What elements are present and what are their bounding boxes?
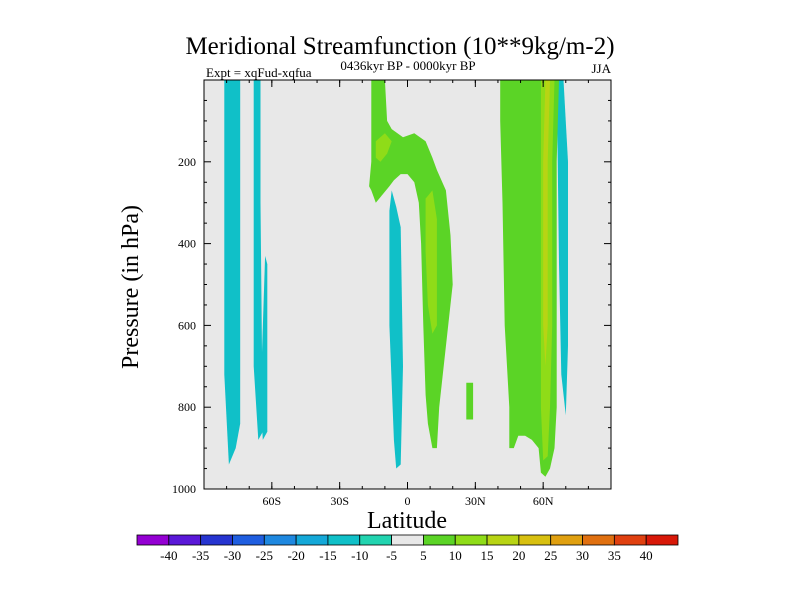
center-string: 0436kyr BP - 0000kyr BP xyxy=(340,58,475,73)
colorbar-label-15: 40 xyxy=(640,548,653,563)
colorbar-label-14: 35 xyxy=(608,548,621,563)
colorbar-label-13: 30 xyxy=(576,548,589,563)
colorbar-label-11: 20 xyxy=(512,548,525,563)
contour-region-7 xyxy=(466,382,474,420)
colorbar-label-5: -15 xyxy=(319,548,336,563)
colorbar-box-14 xyxy=(582,534,615,546)
chart-title: Meridional Streamfunction (10**9kg/m-2) xyxy=(185,33,614,60)
contour-region-8 xyxy=(556,80,568,416)
colorbar-label-12: 25 xyxy=(544,548,557,563)
colorbar-label-6: -10 xyxy=(351,548,368,563)
contour-region-5 xyxy=(375,133,392,162)
colorbar-label-2: -30 xyxy=(224,548,241,563)
colorbar-label-9: 10 xyxy=(449,548,462,563)
colorbar-box-2 xyxy=(200,534,233,546)
x-tick-label-0: 60S xyxy=(262,494,281,508)
colorbar-box-5 xyxy=(295,534,329,546)
colorbar-label-3: -25 xyxy=(256,548,273,563)
x-tick-label-4: 60N xyxy=(533,494,554,508)
colorbar-box-7 xyxy=(359,534,392,546)
contour-region-2 xyxy=(260,255,268,440)
x-tick-label-2: 0 xyxy=(405,494,411,508)
colorbar-box-10 xyxy=(454,534,488,546)
colorbar-label-7: -5 xyxy=(386,548,397,563)
y-tick-label-2: 600 xyxy=(178,318,196,332)
x-tick-label-1: 30S xyxy=(330,494,349,508)
y-tick-label-0: 200 xyxy=(178,155,196,169)
colorbar-label-8: 5 xyxy=(420,548,427,563)
colorbar: -40 -35 -30 -25 -20 -15 -10 -5 5 10 15 20 25 30 35 40 xyxy=(136,534,679,563)
colorbar-box-1 xyxy=(168,534,202,546)
contour-regions xyxy=(224,80,568,477)
colorbar-box-0 xyxy=(136,534,170,546)
plot-area: 60S 30S 0 30N 60N 200 400 600 800 1000 xyxy=(172,79,612,508)
colorbar-box-3 xyxy=(232,534,265,546)
left-string: Expt = xqFud-xqfua xyxy=(206,65,312,80)
colorbar-box-16 xyxy=(645,534,679,546)
y-tick-label-3: 800 xyxy=(178,400,196,414)
colorbar-box-4 xyxy=(263,534,297,546)
x-tick-label-3: 30N xyxy=(465,494,486,508)
colorbar-label-0: -40 xyxy=(160,548,177,563)
contour-region-6 xyxy=(425,190,437,334)
contour-region-0 xyxy=(224,80,241,465)
axis-ticks: 60S 30S 0 30N 60N 200 400 600 800 1000 xyxy=(172,80,612,508)
y-tick-label-4: 1000 xyxy=(172,482,196,496)
colorbar-box-11 xyxy=(486,534,520,546)
right-string: JJA xyxy=(591,61,611,76)
y-tick-label-1: 400 xyxy=(178,237,196,251)
colorbar-box-6 xyxy=(327,534,361,546)
x-axis-label: Latitude xyxy=(367,508,447,534)
y-axis-label: Pressure (in hPa) xyxy=(118,205,144,369)
contour-region-1 xyxy=(253,80,263,440)
colorbar-box-13 xyxy=(550,534,583,546)
colorbar-label-1: -35 xyxy=(192,548,209,563)
colorbar-box-15 xyxy=(613,534,647,546)
contour-region-11 xyxy=(543,80,550,367)
colorbar-box-12 xyxy=(518,534,552,546)
contour-region-4 xyxy=(369,80,453,449)
colorbar-box-9 xyxy=(423,534,456,546)
colorbar-label-4: -20 xyxy=(287,548,304,563)
colorbar-box-8 xyxy=(391,534,424,546)
contour-region-3 xyxy=(389,190,403,469)
colorbar-label-10: 15 xyxy=(481,548,494,563)
